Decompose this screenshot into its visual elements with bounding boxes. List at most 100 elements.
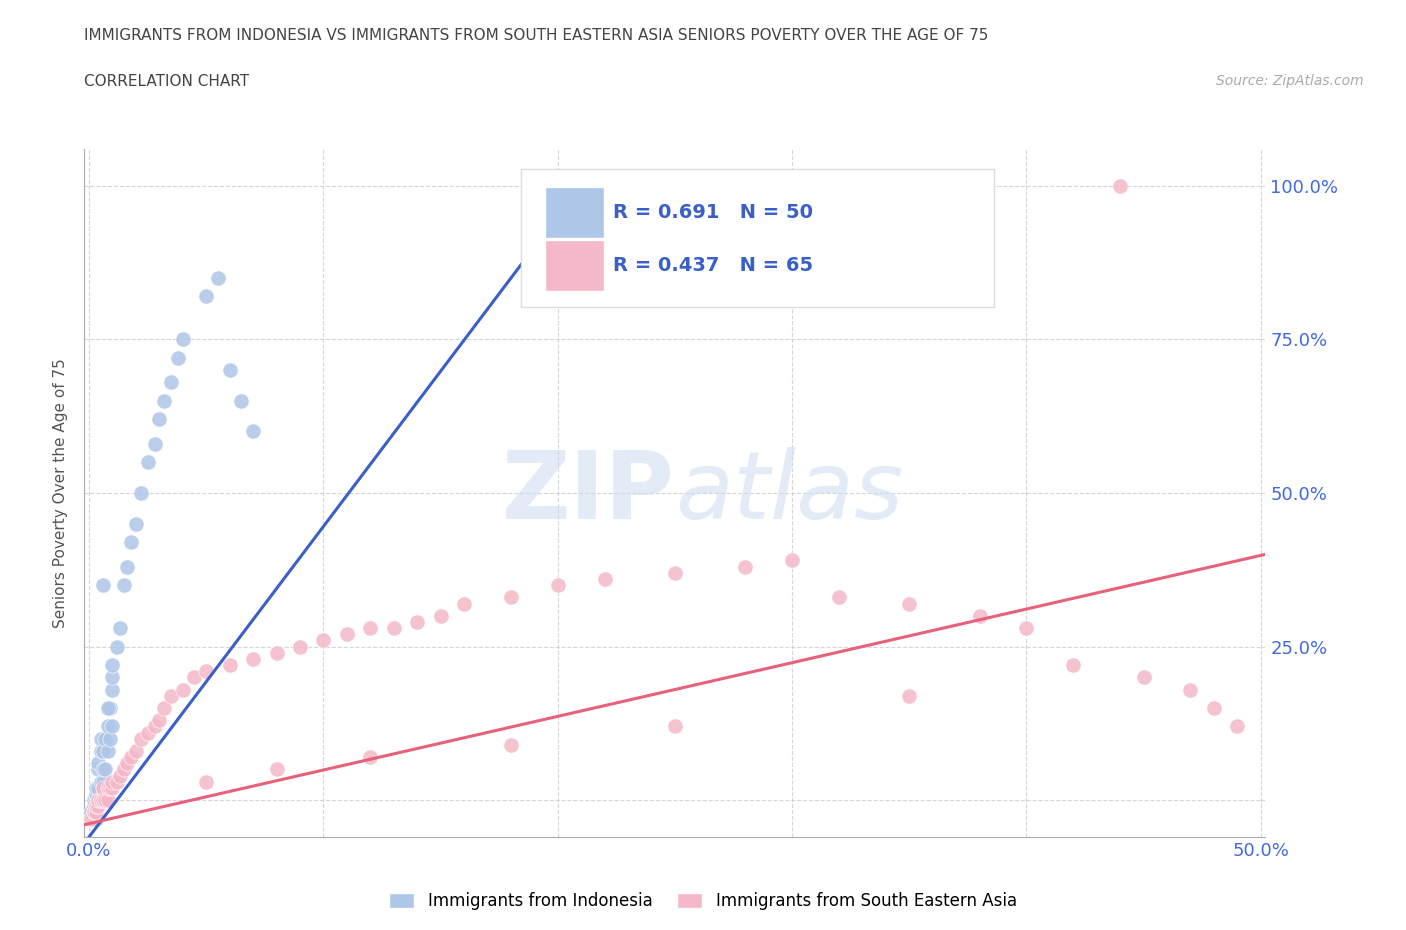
Point [153,393,176,408]
Point [83,799,105,814]
Point [115,756,138,771]
Point [172,332,194,347]
Point [120,750,142,764]
Text: R = 0.691   N = 50: R = 0.691 N = 50 [613,203,814,221]
Point [84,799,107,814]
Point [195,664,218,679]
Point [98,731,121,746]
Point [91,792,114,807]
Point [84,811,107,826]
Point [218,363,240,378]
Point [90,731,112,746]
Text: CORRELATION CHART: CORRELATION CHART [84,74,249,89]
Point [167,351,190,365]
Point [108,620,131,635]
Point [80,805,103,820]
Point [90,792,112,807]
Point [547,578,569,592]
FancyBboxPatch shape [546,240,605,291]
Point [898,596,921,611]
Point [101,658,124,672]
Point [125,744,148,759]
Point [231,393,253,408]
Point [112,578,135,592]
Point [84,787,107,802]
Point [91,780,114,795]
Text: R = 0.437   N = 65: R = 0.437 N = 65 [613,257,814,275]
Text: ZIP: ZIP [502,447,675,538]
Point [98,780,121,795]
Point [91,775,114,790]
Point [499,590,522,604]
Point [828,590,851,604]
Point [429,608,451,623]
Text: IMMIGRANTS FROM INDONESIA VS IMMIGRANTS FROM SOUTH EASTERN ASIA SENIORS POVERTY : IMMIGRANTS FROM INDONESIA VS IMMIGRANTS … [84,28,988,43]
Point [90,792,112,807]
Point [1015,620,1038,635]
Point [160,688,183,703]
Point [101,719,124,734]
Point [336,627,359,642]
Point [359,620,381,635]
Point [94,731,117,746]
Point [148,412,170,427]
Point [108,768,131,783]
Point [207,271,229,286]
Point [780,553,803,568]
Point [969,608,991,623]
Point [90,744,112,759]
Point [87,762,110,777]
Point [101,670,124,684]
Point [87,780,110,795]
Point [172,682,194,697]
Point [1202,700,1225,715]
Point [143,719,166,734]
Point [105,775,128,790]
Point [242,651,264,666]
Point [453,596,475,611]
Point [87,792,110,807]
Point [97,792,120,807]
Point [898,688,921,703]
Text: atlas: atlas [675,447,903,538]
Point [312,633,335,648]
Point [359,750,381,764]
Point [242,424,264,439]
Point [90,775,112,790]
Point [593,572,616,587]
Point [664,719,686,734]
Text: Source: ZipAtlas.com: Source: ZipAtlas.com [1216,74,1364,88]
Point [101,780,124,795]
Point [153,700,176,715]
FancyBboxPatch shape [522,169,994,307]
Point [664,565,686,580]
Point [266,762,288,777]
Point [80,811,103,826]
Point [734,559,756,574]
Point [523,179,546,193]
Point [105,639,128,654]
Point [101,775,124,790]
Point [97,744,120,759]
Point [94,792,117,807]
Point [101,682,124,697]
Point [136,455,159,470]
Y-axis label: Seniors Poverty Over the Age of 75: Seniors Poverty Over the Age of 75 [53,358,69,628]
Point [160,375,183,390]
Point [87,799,110,814]
Point [87,792,110,807]
Point [83,792,105,807]
Point [129,731,152,746]
Point [183,670,205,684]
Point [195,289,218,304]
Point [97,700,120,715]
Point [143,436,166,451]
Point [125,516,148,531]
Point [148,712,170,727]
Point [84,792,107,807]
Point [1226,719,1249,734]
Point [98,700,121,715]
Point [1132,670,1154,684]
Point [87,756,110,771]
Point [112,762,135,777]
